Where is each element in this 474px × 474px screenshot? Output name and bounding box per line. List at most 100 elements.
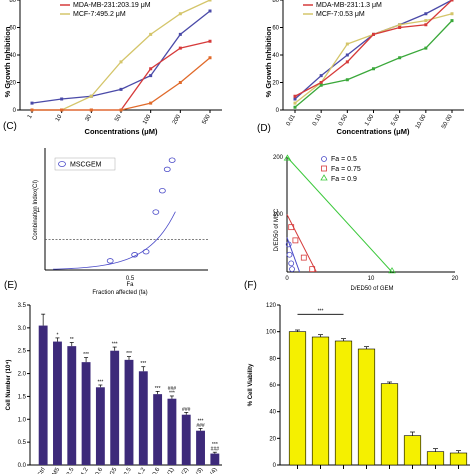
series-2-point <box>149 32 153 36</box>
significance-label: *** <box>83 352 89 358</box>
panel-b-legend-box <box>300 1 410 21</box>
ytick-label: 60 <box>269 383 276 389</box>
significance-label: *** <box>212 442 218 448</box>
ytick-label: 60 <box>272 26 279 32</box>
panel-a-xlabel: Concentrations (μM) <box>85 127 158 136</box>
data-point <box>142 248 150 255</box>
panel-d-xtick-2: 10 <box>368 276 375 282</box>
panel-f-chart: % Cell Viability 0 20 40 60 80 100 120 *** <box>248 303 470 469</box>
data-point <box>288 260 295 267</box>
bar <box>67 346 77 465</box>
panel-c-legend-marker <box>58 161 66 167</box>
series-2-point <box>208 0 212 2</box>
series-1-point <box>119 87 123 91</box>
panel-d-legend-3: Fa = 0.9 <box>331 176 357 183</box>
bar <box>334 340 353 466</box>
series-4-point <box>208 56 212 60</box>
xtick-label: G5 <box>109 466 119 474</box>
xtick-label: (4) <box>210 467 219 474</box>
bar <box>210 453 220 465</box>
data-point <box>286 251 293 258</box>
xtick-label: M2.5 <box>64 466 76 474</box>
ytick-label: 20 <box>269 436 276 442</box>
panel-d-legend-2: Fa = 0.75 <box>331 166 361 173</box>
bar <box>426 451 445 466</box>
series-1-point <box>30 101 34 105</box>
series-4-line <box>32 57 211 111</box>
series-1-point <box>293 97 297 101</box>
ytick-label: 40 <box>9 53 16 59</box>
ytick-label: 20 <box>272 81 279 87</box>
panel-d-ylabel: D/ED50 of MSC <box>274 208 280 251</box>
panel-d-legend-box <box>318 155 376 185</box>
series-1-point <box>208 9 212 13</box>
series-3-point <box>149 67 153 71</box>
panel-a-legend-box <box>56 1 176 21</box>
xtick-label: 1 <box>27 113 34 119</box>
panel-c-chart: MSCGEM Combination Index(CI) 1 0.5 Fa Fr… <box>33 148 208 296</box>
series-1-point <box>60 97 64 101</box>
xtick-label: 50.00 <box>441 113 454 130</box>
isobologram-line-2 <box>286 214 317 273</box>
panel-a-legend-2: MCF-7:495.2 μM <box>73 11 126 18</box>
panel-a-ylabel: % Growth Inhibition <box>3 26 12 97</box>
ytick-label: 80 <box>272 0 279 4</box>
series-4-point <box>178 81 182 84</box>
series-4-point <box>89 108 93 112</box>
bar <box>81 362 91 465</box>
panel-c-ylabel: Combination Index(CI) <box>33 180 39 240</box>
bar <box>167 398 177 465</box>
ytick-label: 1.0 <box>18 417 27 423</box>
xtick-label: Ctrl <box>37 467 47 474</box>
ytick-label: 0.0 <box>18 463 27 469</box>
panel-c-xlabel: Fraction affected (fa) <box>92 290 147 296</box>
panel-d-ytick-2: 100 <box>273 212 284 218</box>
data-point <box>388 267 396 274</box>
panel-b-ylabel: % Growth Inhibition <box>264 26 273 97</box>
series-1-point <box>319 74 323 78</box>
xtick-label: G1.2 <box>135 466 147 474</box>
bar <box>138 371 148 465</box>
xtick-label: 30 <box>85 113 94 122</box>
bar <box>380 383 399 466</box>
series-3-point <box>293 94 297 98</box>
series-2-point <box>293 101 297 105</box>
series-4-point <box>319 83 323 87</box>
panel-c-xtick-1: 0.5 <box>126 276 135 282</box>
data-point <box>152 209 160 215</box>
series-4-point <box>424 46 428 50</box>
series-2-point <box>398 23 402 27</box>
ytick-label: 100 <box>266 330 277 336</box>
ytick-label: 0 <box>13 108 17 114</box>
bar <box>153 394 163 465</box>
data-point <box>285 241 292 248</box>
series-1-point <box>424 12 428 16</box>
xtick-label: 10.00 <box>415 113 428 130</box>
panel-f-ylabel: % Cell Viability <box>248 363 254 406</box>
panel-c-xtick-2: Fa <box>126 282 134 288</box>
ytick-label: 80 <box>269 356 276 362</box>
bar <box>311 336 330 466</box>
panel-d-xtick-1: 0 <box>285 276 289 282</box>
panel-d-xtick-3: 20 <box>452 276 459 282</box>
data-point <box>168 157 176 163</box>
ytick-label: 2.5 <box>18 349 27 355</box>
data-point <box>309 266 316 273</box>
series-4-point <box>60 108 64 112</box>
xtick-label: 0.01 <box>286 113 297 127</box>
bar <box>95 387 105 465</box>
xtick-label: M0.6 <box>92 466 104 474</box>
fit-curve <box>53 211 176 270</box>
xtick-label: 0.50 <box>338 113 349 127</box>
xtick-label: 50 <box>114 113 123 122</box>
series-4-point <box>450 19 454 23</box>
ytick-label: 3.0 <box>18 326 27 332</box>
panel-b-chart: % Growth Inhibition Concentrations (μM) … <box>264 0 464 136</box>
panel-d-xlabel: D/ED50 of GEM <box>350 286 393 292</box>
isobologram-line-3 <box>286 156 393 273</box>
xtick-label: M5 <box>52 466 62 474</box>
panel-a-chart: % Growth Inhibition Concentrations (μM) … <box>3 0 222 136</box>
ytick-label: 40 <box>272 53 279 59</box>
ytick-label: 80 <box>9 0 16 4</box>
